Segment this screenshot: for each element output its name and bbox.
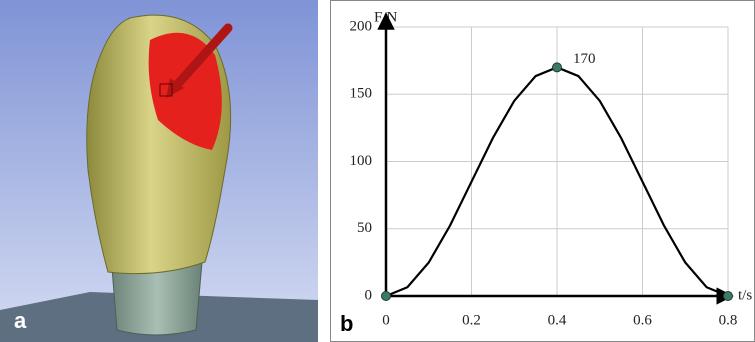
- annotation: 170: [573, 51, 596, 67]
- data-point: [724, 292, 733, 301]
- y-tick-label: 100: [350, 153, 373, 169]
- data-point: [553, 63, 562, 72]
- y-tick-label: 200: [350, 18, 373, 34]
- x-axis-label: t/s: [738, 287, 752, 303]
- panel-frame: [331, 1, 755, 342]
- x-tick-label: 0.4: [548, 312, 567, 328]
- x-tick-label: 0.2: [462, 312, 481, 328]
- y-tick-label: 50: [357, 220, 372, 236]
- y-tick-label: 0: [365, 287, 373, 303]
- y-tick-label: 150: [350, 86, 373, 102]
- data-point: [382, 292, 391, 301]
- panel-label: b: [340, 311, 353, 336]
- figure: a b F/N t/s 05010015020000.20.40.60.8170: [0, 0, 755, 342]
- x-tick-label: 0: [382, 312, 390, 328]
- x-tick-label: 0.8: [719, 312, 738, 328]
- panel-label: a: [14, 308, 27, 333]
- panel-a: a: [0, 0, 318, 342]
- x-tick-label: 0.6: [633, 312, 652, 328]
